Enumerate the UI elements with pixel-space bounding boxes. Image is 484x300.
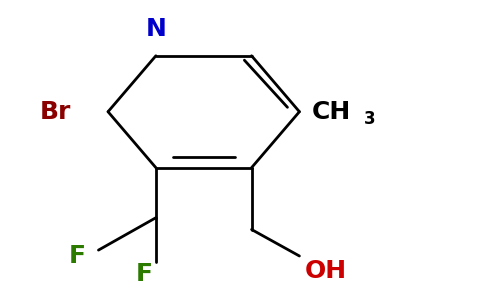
- Text: CH: CH: [311, 100, 350, 124]
- Text: F: F: [136, 262, 152, 286]
- Text: 3: 3: [364, 110, 376, 128]
- Text: OH: OH: [304, 259, 347, 283]
- Text: Br: Br: [40, 100, 71, 124]
- Text: N: N: [146, 17, 166, 41]
- Text: F: F: [68, 244, 86, 268]
